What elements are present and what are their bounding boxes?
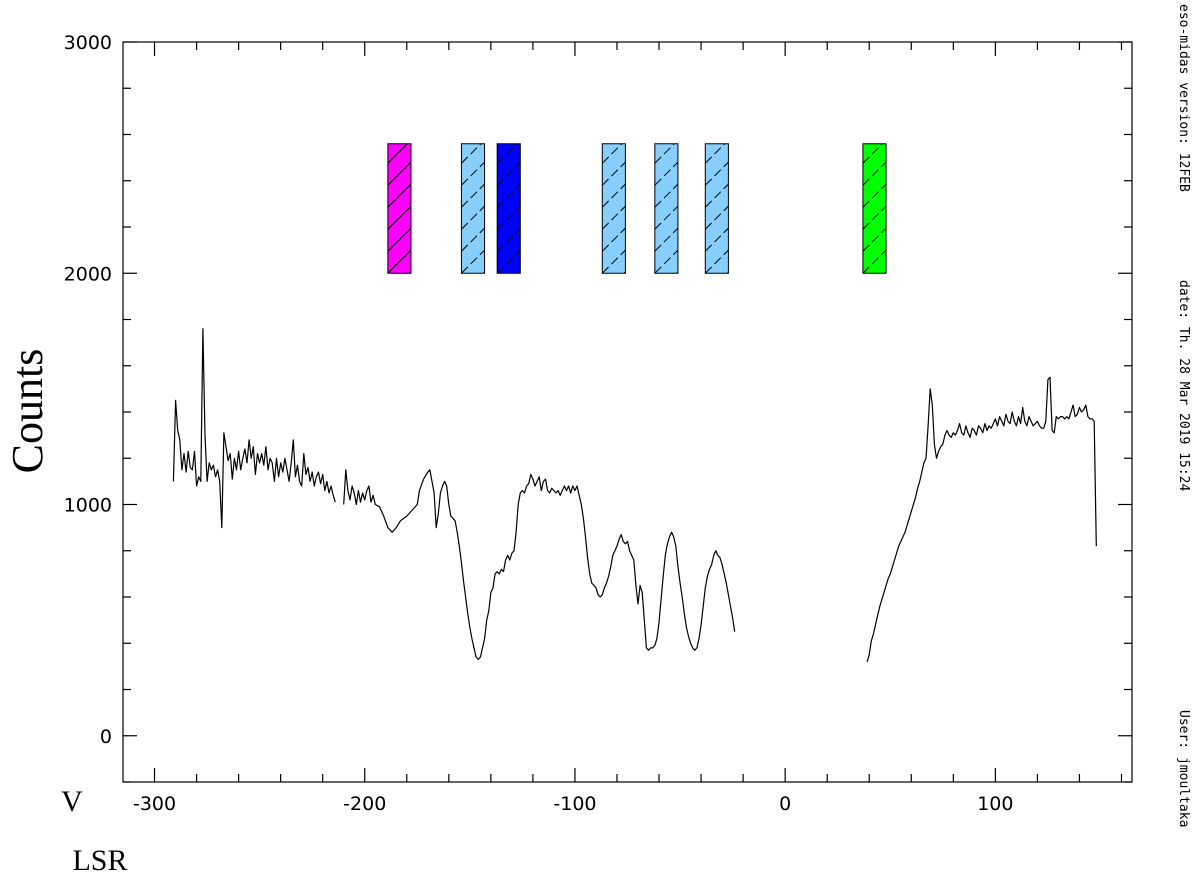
velocity-marker-bar bbox=[601, 143, 626, 274]
midas-version-note: eso-midas version: 12FEB bbox=[1176, 4, 1191, 192]
velocity-marker-fill bbox=[602, 143, 626, 274]
velocity-marker-outline bbox=[704, 143, 729, 274]
x-tick-label: 0 bbox=[779, 793, 791, 815]
x-tick-label: -100 bbox=[553, 793, 596, 815]
velocity-marker-outline bbox=[460, 143, 486, 274]
velocity-marker-fill bbox=[461, 143, 485, 274]
plot-user-note: User: jmoultaka bbox=[1176, 710, 1191, 827]
y-tick-label: 3000 bbox=[64, 32, 112, 54]
y-axis-title: Counts bbox=[3, 349, 52, 474]
x-axis-title-subscript: LSR bbox=[72, 844, 127, 877]
y-tick-label: 2000 bbox=[64, 263, 112, 285]
velocity-marker-fill bbox=[862, 143, 887, 274]
velocity-marker-hatch bbox=[387, 143, 411, 274]
y-tick-label: 0 bbox=[100, 726, 112, 748]
velocity-marker-outline bbox=[601, 143, 626, 274]
velocity-marker-outline bbox=[654, 143, 679, 274]
velocity-marker-bar bbox=[460, 143, 486, 274]
x-axis-title: V bbox=[61, 785, 83, 818]
velocity-marker-hatch bbox=[461, 143, 485, 274]
velocity-marker-outline bbox=[496, 143, 521, 274]
velocity-marker-bar bbox=[496, 143, 521, 274]
x-tick-label: -300 bbox=[133, 793, 176, 815]
velocity-marker-fill bbox=[705, 143, 729, 274]
x-tick-label: -200 bbox=[343, 793, 386, 815]
velocity-marker-bar bbox=[704, 143, 729, 274]
x-tick-labels: -300 -200 -100 0 100 bbox=[133, 793, 1014, 815]
velocity-marker-bar bbox=[862, 143, 887, 274]
velocity-marker-hatch bbox=[602, 143, 626, 274]
velocity-marker-outline bbox=[387, 143, 412, 274]
velocity-marker-bar bbox=[387, 143, 412, 274]
plot-date-note: date: Th. 28 Mar 2019 15:24 bbox=[1176, 280, 1191, 491]
spectrum-line-segment bbox=[343, 469, 736, 661]
y-tick-label: 1000 bbox=[64, 495, 112, 517]
y-tick-labels: 0 1000 2000 3000 bbox=[64, 32, 112, 748]
x-tick-label: 100 bbox=[977, 793, 1013, 815]
spectrum-series bbox=[172, 328, 1097, 662]
velocity-marker-fill bbox=[497, 143, 521, 274]
velocity-markers bbox=[387, 143, 887, 274]
plot-frame bbox=[122, 41, 1133, 783]
velocity-marker-fill bbox=[654, 143, 678, 274]
velocity-marker-fill bbox=[387, 143, 411, 274]
velocity-marker-bar bbox=[654, 143, 679, 274]
velocity-marker-outline bbox=[862, 143, 887, 274]
spectrum-line-segment bbox=[172, 328, 336, 529]
axis-ticks bbox=[123, 41, 1132, 783]
spectrum-line-segment bbox=[866, 376, 1097, 662]
